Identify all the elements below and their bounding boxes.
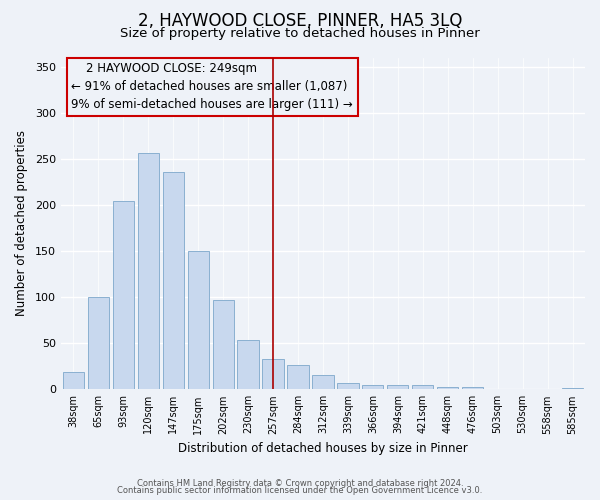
Bar xyxy=(188,251,209,390)
Text: Contains HM Land Registry data © Crown copyright and database right 2024.: Contains HM Land Registry data © Crown c… xyxy=(137,478,463,488)
Bar xyxy=(88,297,109,390)
Bar xyxy=(212,300,234,390)
Bar xyxy=(462,388,484,390)
Text: Size of property relative to detached houses in Pinner: Size of property relative to detached ho… xyxy=(120,28,480,40)
Y-axis label: Number of detached properties: Number of detached properties xyxy=(15,130,28,316)
Bar xyxy=(113,202,134,390)
Bar xyxy=(63,372,84,390)
Bar xyxy=(387,384,409,390)
X-axis label: Distribution of detached houses by size in Pinner: Distribution of detached houses by size … xyxy=(178,442,468,455)
Bar xyxy=(137,154,159,390)
Text: 2, HAYWOOD CLOSE, PINNER, HA5 3LQ: 2, HAYWOOD CLOSE, PINNER, HA5 3LQ xyxy=(138,12,462,30)
Bar xyxy=(262,359,284,390)
Text: Contains public sector information licensed under the Open Government Licence v3: Contains public sector information licen… xyxy=(118,486,482,495)
Bar xyxy=(287,366,308,390)
Bar xyxy=(238,340,259,390)
Bar xyxy=(412,384,433,390)
Text: 2 HAYWOOD CLOSE: 249sqm
← 91% of detached houses are smaller (1,087)
9% of semi-: 2 HAYWOOD CLOSE: 249sqm ← 91% of detache… xyxy=(71,62,353,112)
Bar xyxy=(362,384,383,390)
Bar xyxy=(163,172,184,390)
Bar xyxy=(313,376,334,390)
Bar xyxy=(562,388,583,390)
Bar xyxy=(337,383,359,390)
Bar xyxy=(437,388,458,390)
